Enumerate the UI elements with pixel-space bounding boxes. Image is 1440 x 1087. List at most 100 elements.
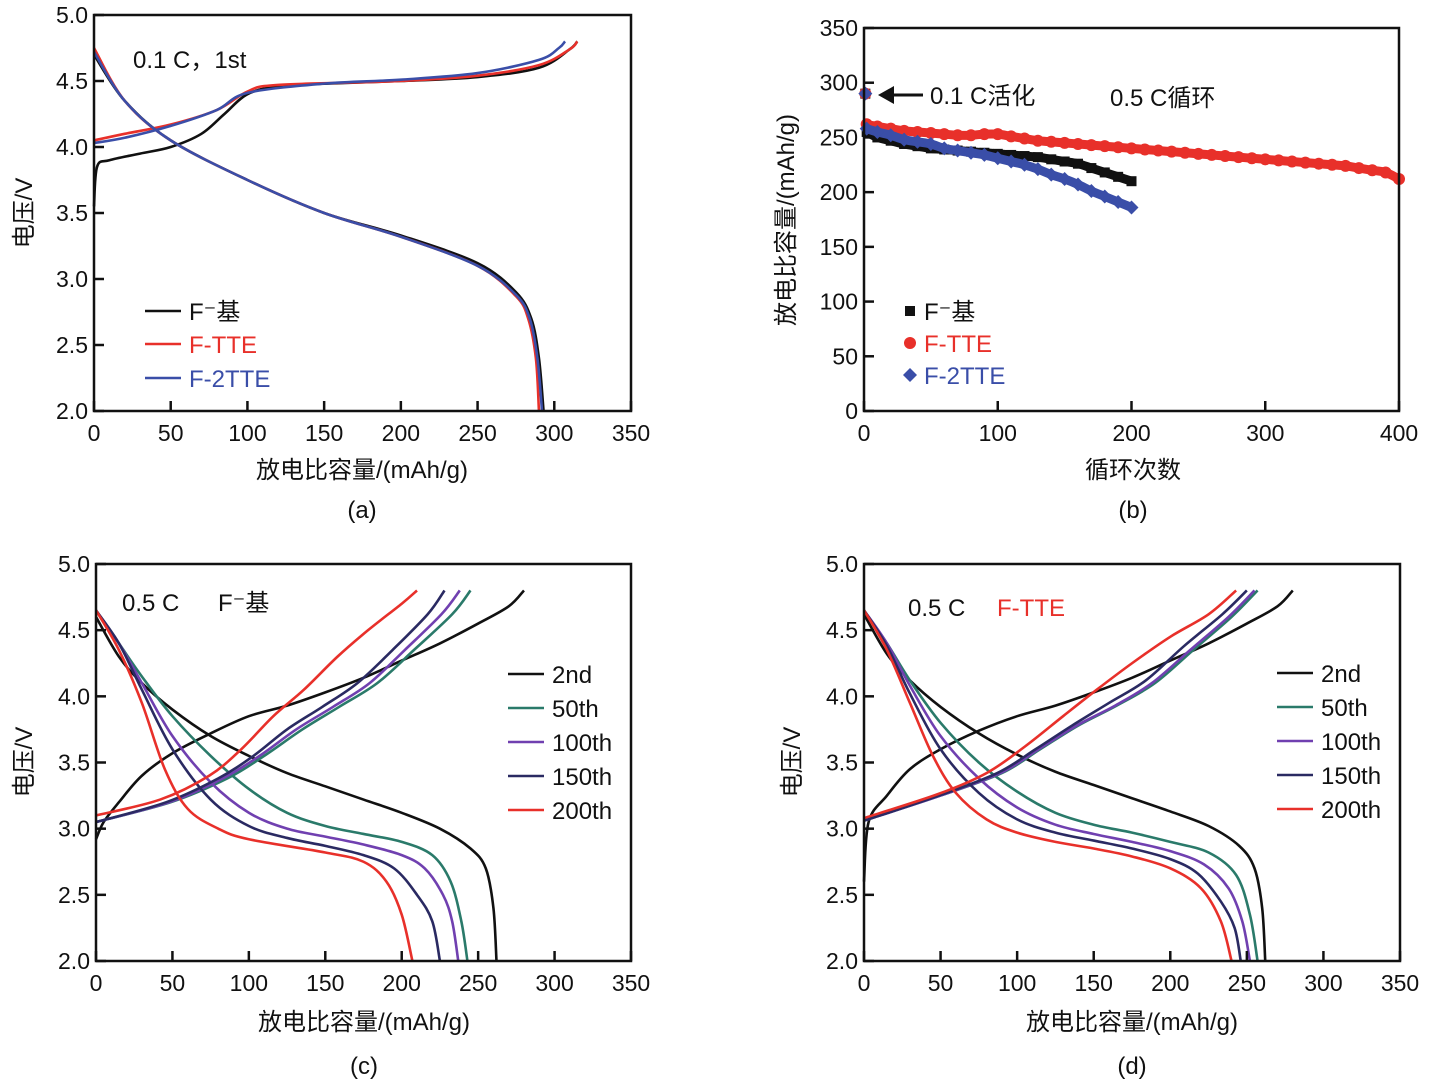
data-point bbox=[1232, 151, 1245, 164]
data-point bbox=[1352, 162, 1365, 175]
data-point bbox=[1138, 143, 1151, 156]
data-point bbox=[1312, 157, 1325, 170]
data-point bbox=[1032, 152, 1043, 163]
series-line-100th-charge bbox=[95, 589, 461, 824]
x-axis-label: 放电比容量/(mAh/g) bbox=[1026, 1009, 1238, 1036]
data-point bbox=[858, 86, 873, 101]
x-tick-label: 300 bbox=[1246, 420, 1284, 446]
y-tick-label: 5.0 bbox=[826, 551, 858, 577]
legend-label: 50th bbox=[552, 696, 599, 723]
legend-label: F⁻基 bbox=[189, 299, 240, 326]
data-point bbox=[1017, 157, 1032, 172]
panel-caption: (c) bbox=[350, 1053, 378, 1080]
x-tick-label: 0 bbox=[858, 970, 871, 996]
data-point bbox=[1286, 155, 1298, 168]
data-point bbox=[1192, 147, 1205, 160]
data-point bbox=[1379, 166, 1392, 179]
y-tick-label: 2.0 bbox=[826, 948, 858, 974]
chart-panel-c: 0 50 100 150 200 250 300 350 2.0 2.5 3.0 3.5 4.0 4.5 5… bbox=[11, 551, 650, 1080]
series-line-F-TTE-discharge bbox=[92, 47, 541, 412]
data-point bbox=[1179, 146, 1191, 159]
data-point bbox=[1272, 154, 1285, 167]
panel-caption: (b) bbox=[1118, 497, 1147, 524]
data-point bbox=[938, 128, 951, 141]
legend: 2nd 50th 100th 150th 200th bbox=[508, 662, 612, 825]
y-tick-label: 4.0 bbox=[56, 134, 88, 160]
legend-label: 150th bbox=[552, 764, 612, 791]
x-tick-label: 200 bbox=[383, 970, 421, 996]
series-line-50th-charge bbox=[863, 589, 1259, 822]
y-tick-label: 4.0 bbox=[58, 683, 90, 709]
legend: 2nd 50th 100th 150th 200th bbox=[1277, 661, 1381, 824]
plot-frame bbox=[92, 13, 633, 413]
data-point bbox=[1046, 154, 1057, 165]
y-axis-label: 电压/V bbox=[11, 727, 38, 798]
data-point bbox=[897, 132, 912, 147]
legend-marker bbox=[905, 306, 915, 316]
annotation: 0.5 C bbox=[908, 595, 965, 622]
data-point bbox=[977, 147, 992, 162]
data-point bbox=[1073, 158, 1083, 169]
x-tick-label: 100 bbox=[230, 970, 268, 996]
x-axis-label: 循环次数 bbox=[1085, 457, 1181, 484]
data-point bbox=[937, 141, 952, 156]
data-point bbox=[1005, 130, 1018, 143]
y-axis-label: 电压/V bbox=[779, 727, 806, 798]
x-tick-label: 100 bbox=[979, 420, 1017, 446]
legend-label: 100th bbox=[1321, 729, 1381, 756]
series-line-F-2TTE-discharge bbox=[92, 51, 544, 412]
data-point bbox=[1071, 177, 1085, 192]
legend-label: 2nd bbox=[552, 662, 592, 689]
x-axis-label: 放电比容量/(mAh/g) bbox=[256, 457, 468, 484]
data-point bbox=[950, 143, 965, 158]
y-tick-label: 100 bbox=[820, 289, 858, 315]
legend-label: F-2TTE bbox=[189, 366, 270, 393]
data-point bbox=[1072, 137, 1084, 150]
x-axis-label: 放电比容量/(mAh/g) bbox=[258, 1009, 470, 1036]
y-tick-label: 250 bbox=[820, 124, 858, 150]
data-point bbox=[1031, 134, 1044, 147]
x-tick-label: 0 bbox=[90, 970, 103, 996]
data-point bbox=[898, 124, 911, 137]
data-point bbox=[1366, 164, 1379, 177]
x-tick-label: 200 bbox=[1112, 420, 1150, 446]
legend-label: 50th bbox=[1321, 695, 1368, 722]
x-tick-label: 50 bbox=[928, 970, 954, 996]
legend-label: 150th bbox=[1321, 763, 1381, 790]
x-tick-label: 100 bbox=[228, 420, 266, 446]
data-point bbox=[1259, 153, 1272, 166]
y-tick-label: 3.5 bbox=[826, 750, 858, 776]
annotation: 0.1 C，1st bbox=[133, 47, 247, 74]
x-tick-label: 0 bbox=[858, 420, 871, 446]
y-tick-label: 50 bbox=[832, 343, 858, 369]
data-point bbox=[1124, 200, 1139, 215]
y-axis-label: 放电比容量/(mAh/g) bbox=[773, 114, 800, 326]
x-tick-label: 300 bbox=[535, 970, 573, 996]
annotation: F⁻基 bbox=[218, 590, 269, 617]
y-tick-label: 300 bbox=[820, 70, 858, 96]
data-point bbox=[991, 128, 1004, 141]
annotation: 0.1 C活化 bbox=[930, 83, 1035, 110]
data-point bbox=[951, 129, 964, 142]
x-tick-label: 0 bbox=[88, 420, 101, 446]
arrow-head-icon bbox=[878, 86, 894, 104]
legend-label: 200th bbox=[552, 798, 612, 825]
annotation: F-TTE bbox=[997, 595, 1065, 622]
x-tick-label: 350 bbox=[1381, 970, 1419, 996]
x-tick-label: 400 bbox=[1380, 420, 1418, 446]
y-tick-label: 2.0 bbox=[58, 948, 90, 974]
panel-caption: (a) bbox=[347, 497, 376, 524]
data-point bbox=[1245, 152, 1258, 165]
x-tick-label: 100 bbox=[998, 970, 1036, 996]
y-tick-label: 3.5 bbox=[58, 750, 90, 776]
legend-marker bbox=[904, 337, 916, 349]
y-tick-label: 3.5 bbox=[56, 200, 88, 226]
data-point bbox=[1219, 150, 1232, 163]
series-line-200th-charge bbox=[95, 589, 418, 817]
data-point bbox=[1085, 139, 1098, 152]
plot-frame bbox=[862, 562, 1402, 963]
data-point bbox=[883, 128, 898, 143]
series-line-150th-discharge bbox=[94, 609, 442, 962]
data-point bbox=[1126, 176, 1137, 187]
